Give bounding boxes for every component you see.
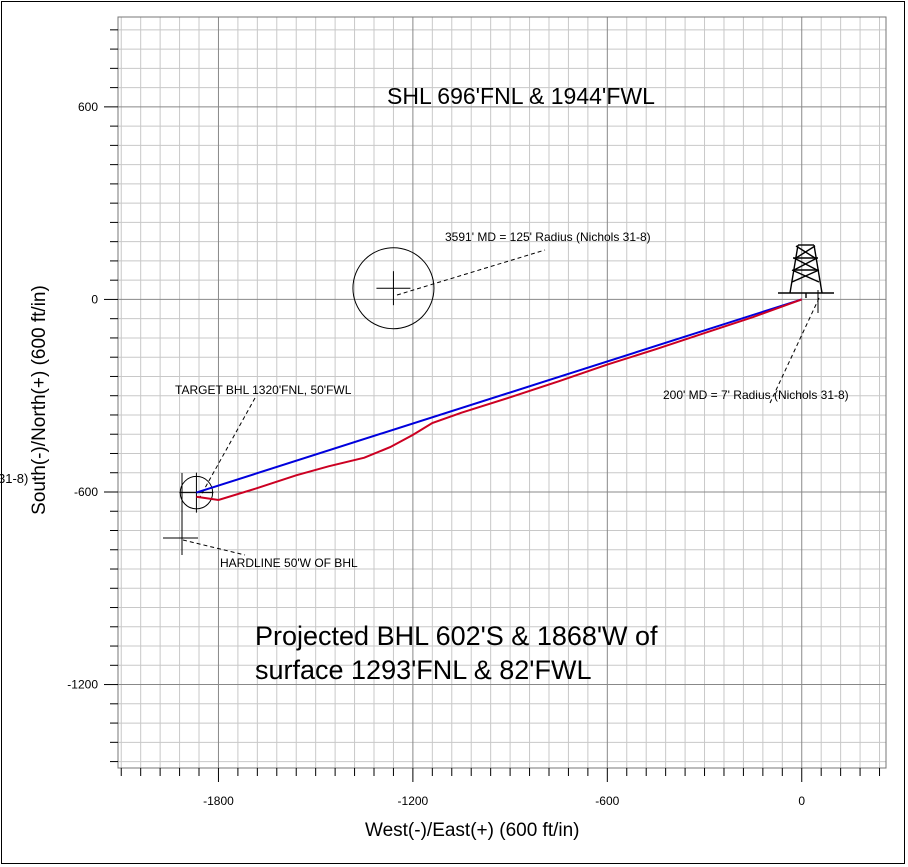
x-tick-label: 0 — [798, 794, 805, 808]
well-paths — [196, 298, 803, 502]
annotation-hardline: HARDLINE 50'W OF BHL — [220, 556, 358, 570]
projected-bhl-line-1: Projected BHL 602'S & 1868'W of — [255, 621, 658, 651]
x-tick-label: -600 — [595, 794, 619, 808]
shl-label: SHL 696'FNL & 1944'FWL — [387, 83, 655, 109]
drilling-rig-icon — [778, 244, 834, 313]
rig-leg — [789, 244, 799, 294]
y-tick-label: -600 — [74, 485, 98, 499]
y-tick-label: 600 — [78, 100, 98, 114]
annotation-3591-md: 3591' MD = 125' Radius (Nichols 31-8) — [445, 230, 651, 244]
leader-hardline — [182, 539, 246, 556]
annotation-200-md: 200' MD = 7' Radius (Nichols 31-8) — [663, 388, 849, 402]
minor-grid — [118, 17, 886, 768]
leader-200 — [769, 295, 821, 404]
rig-leg — [813, 244, 823, 294]
y-tick-label: -1200 — [67, 678, 98, 692]
rig-brace — [793, 257, 818, 271]
tick-labels: -1800 -1200 -600 0 600 0 -600 -1200 — [67, 100, 805, 808]
x-tick-label: -1200 — [398, 794, 429, 808]
leader-3591 — [396, 249, 546, 296]
well-path-series-2 — [196, 298, 803, 502]
annotation-target-bhl: TARGET BHL 1320'FNL, 50'FWL — [175, 383, 352, 397]
leader-target — [199, 397, 256, 498]
y-tick-label: 0 — [91, 292, 98, 306]
plot-area-border — [117, 16, 887, 769]
leader-lines — [182, 249, 821, 556]
major-grid — [118, 17, 886, 768]
x-axis-title: West(-)/East(+) (600 ft/in) — [365, 820, 580, 841]
axis-ticks — [104, 29, 881, 782]
annotation-clipped: 31-8) — [0, 471, 29, 486]
rig-brace — [795, 245, 816, 259]
radius-circle — [352, 247, 435, 330]
rig-brace — [791, 269, 820, 283]
well-path-series-1 — [196, 298, 803, 494]
projected-bhl-line-2: surface 1293'FNL & 82'FWL — [255, 655, 592, 685]
x-tick-label: -1800 — [203, 794, 234, 808]
y-axis-title: South(-)/North(+) (600 ft/in) — [29, 285, 50, 515]
crosshair-markers — [163, 271, 411, 555]
